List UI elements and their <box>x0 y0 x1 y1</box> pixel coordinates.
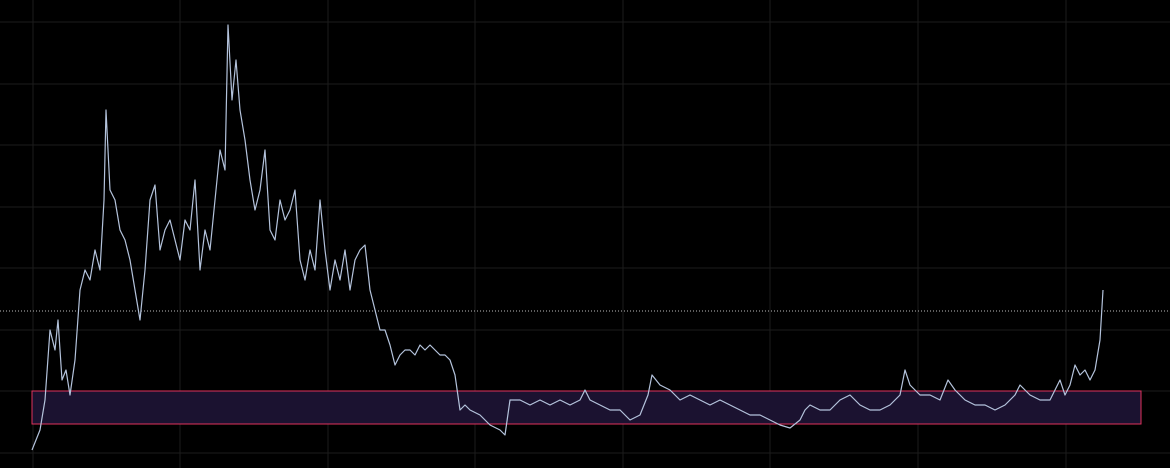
zone <box>31 390 1142 425</box>
price-line <box>31 24 1104 451</box>
